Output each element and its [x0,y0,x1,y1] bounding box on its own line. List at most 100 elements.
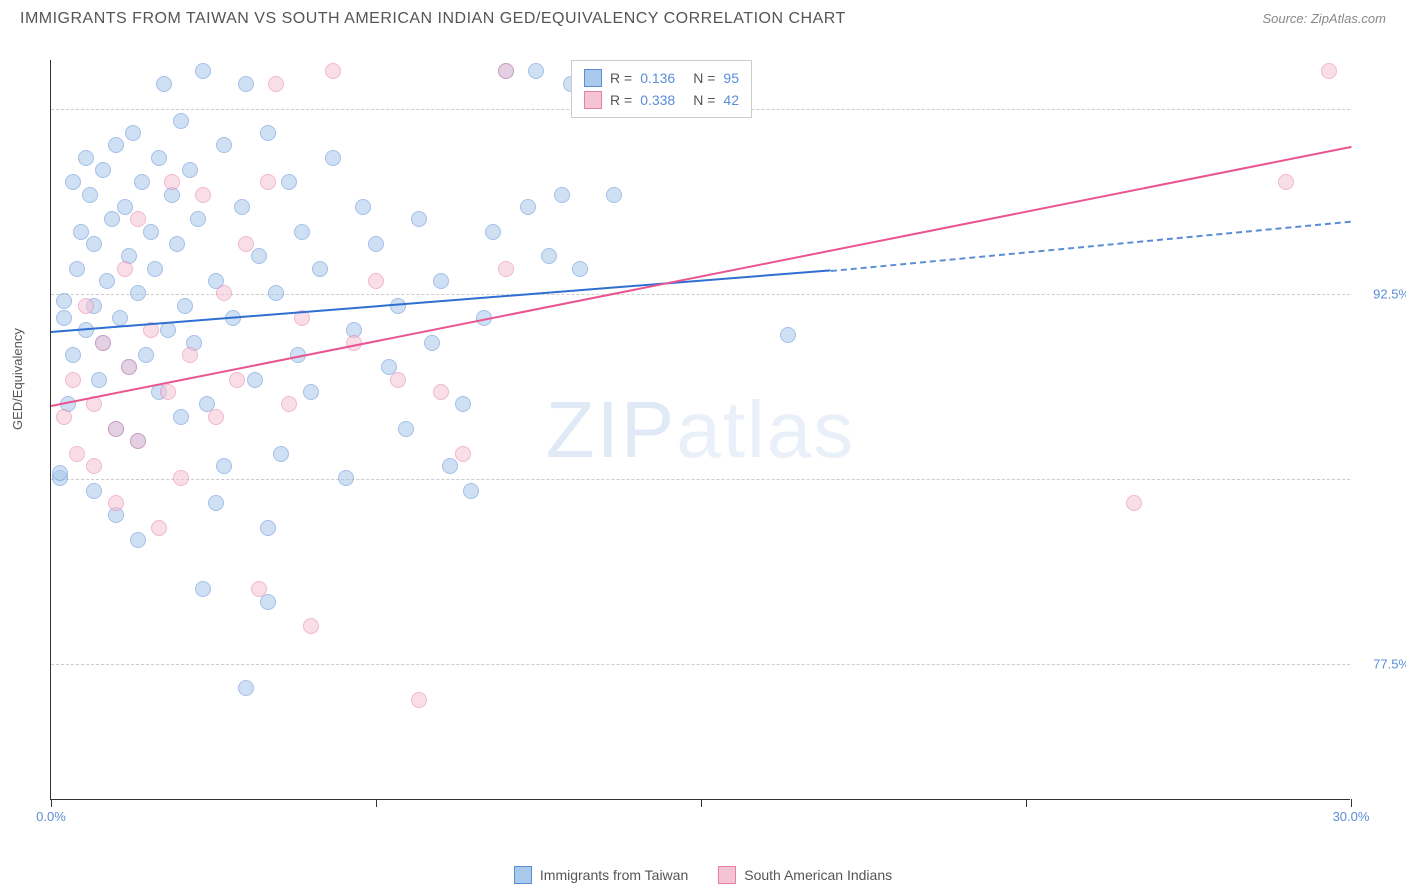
scatter-point-sai [1278,174,1294,190]
y-axis-label: GED/Equivalency [10,328,25,430]
scatter-point-taiwan [151,150,167,166]
scatter-point-sai [229,372,245,388]
scatter-point-taiwan [368,236,384,252]
trend-line [831,220,1351,271]
scatter-point-taiwan [195,581,211,597]
scatter-point-taiwan [86,236,102,252]
scatter-chart: ZIPatlas R = 0.136 N = 95 R = 0.338 N = … [50,60,1350,800]
scatter-point-sai [69,446,85,462]
scatter-point-sai [65,372,81,388]
scatter-point-taiwan [251,248,267,264]
scatter-point-taiwan [130,532,146,548]
scatter-point-taiwan [177,298,193,314]
scatter-point-taiwan [190,211,206,227]
scatter-point-sai [368,273,384,289]
scatter-point-taiwan [411,211,427,227]
scatter-point-taiwan [260,520,276,536]
x-tick [701,799,702,807]
scatter-point-taiwan [108,137,124,153]
watermark: ZIPatlas [546,384,855,476]
legend-item-sai: South American Indians [718,866,892,884]
scatter-point-sai [86,458,102,474]
scatter-point-sai [182,347,198,363]
scatter-point-sai [160,384,176,400]
scatter-point-sai [164,174,180,190]
series-legend: Immigrants from Taiwan South American In… [0,866,1406,884]
legend-n-label: N = [693,70,715,86]
source-name: ZipAtlas.com [1311,11,1386,26]
legend-swatch-icon [514,866,532,884]
scatter-point-taiwan [398,421,414,437]
scatter-point-taiwan [780,327,796,343]
scatter-point-taiwan [147,261,163,277]
scatter-point-taiwan [325,150,341,166]
legend-swatch-taiwan [584,69,602,87]
scatter-point-sai [1126,495,1142,511]
scatter-point-sai [78,298,94,314]
legend-r-label: R = [610,70,632,86]
scatter-point-taiwan [78,150,94,166]
correlation-legend: R = 0.136 N = 95 R = 0.338 N = 42 [571,60,752,118]
legend-swatch-sai [584,91,602,109]
scatter-point-sai [151,520,167,536]
scatter-point-taiwan [86,483,102,499]
scatter-point-taiwan [130,285,146,301]
scatter-point-taiwan [173,409,189,425]
scatter-point-taiwan [134,174,150,190]
scatter-point-taiwan [73,224,89,240]
source-prefix: Source: [1262,11,1310,26]
scatter-point-taiwan [572,261,588,277]
scatter-point-taiwan [216,137,232,153]
scatter-point-sai [216,285,232,301]
scatter-point-taiwan [56,293,72,309]
scatter-point-sai [390,372,406,388]
scatter-point-sai [251,581,267,597]
source-attribution: Source: ZipAtlas.com [1262,10,1386,28]
scatter-point-taiwan [294,224,310,240]
scatter-point-sai [56,409,72,425]
legend-n-label: N = [693,92,715,108]
watermark-thin: atlas [676,385,855,474]
scatter-point-taiwan [268,285,284,301]
scatter-point-sai [498,63,514,79]
scatter-point-taiwan [463,483,479,499]
scatter-point-taiwan [338,470,354,486]
scatter-point-taiwan [52,465,68,481]
legend-row-taiwan: R = 0.136 N = 95 [584,67,739,89]
scatter-point-taiwan [485,224,501,240]
scatter-point-taiwan [125,125,141,141]
scatter-point-taiwan [56,310,72,326]
scatter-point-sai [260,174,276,190]
scatter-point-taiwan [91,372,107,388]
scatter-point-sai [1321,63,1337,79]
scatter-point-sai [303,618,319,634]
scatter-point-taiwan [606,187,622,203]
scatter-point-taiwan [281,174,297,190]
scatter-point-taiwan [238,680,254,696]
scatter-point-taiwan [82,187,98,203]
scatter-point-taiwan [65,174,81,190]
scatter-point-sai [455,446,471,462]
legend-row-sai: R = 0.338 N = 42 [584,89,739,111]
scatter-point-taiwan [104,211,120,227]
scatter-point-sai [117,261,133,277]
scatter-point-sai [433,384,449,400]
scatter-point-taiwan [312,261,328,277]
scatter-point-taiwan [433,273,449,289]
scatter-point-taiwan [355,199,371,215]
scatter-point-taiwan [238,76,254,92]
scatter-point-sai [108,495,124,511]
scatter-point-sai [195,187,211,203]
scatter-point-taiwan [541,248,557,264]
scatter-point-sai [208,409,224,425]
scatter-point-taiwan [208,495,224,511]
gridline [51,664,1350,665]
y-tick-label: 77.5% [1373,657,1406,672]
legend-swatch-icon [718,866,736,884]
scatter-point-taiwan [112,310,128,326]
scatter-point-sai [238,236,254,252]
scatter-point-taiwan [160,322,176,338]
legend-n-value-taiwan: 95 [723,70,739,86]
gridline [51,479,1350,480]
scatter-point-sai [325,63,341,79]
